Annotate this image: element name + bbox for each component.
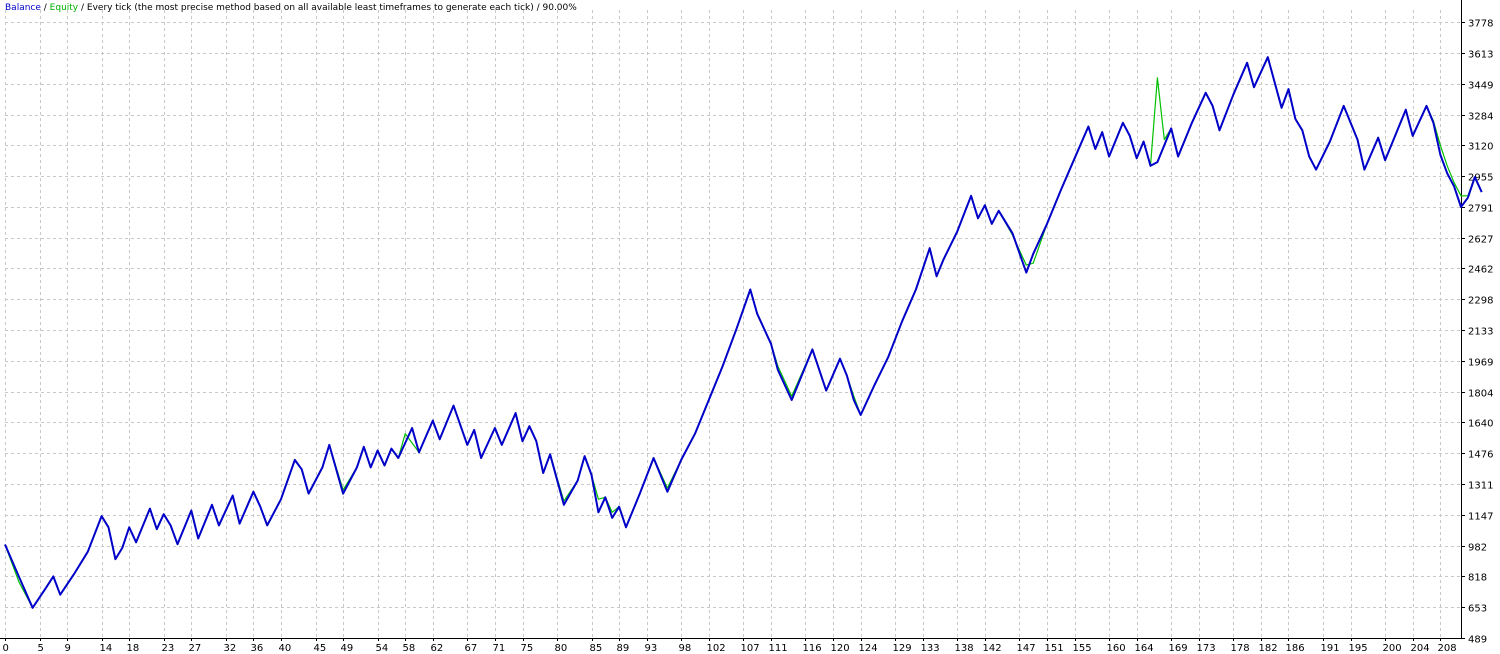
x-tick-label: 9: [65, 643, 71, 654]
x-tick-label: 75: [521, 643, 534, 654]
x-tick-label: 14: [100, 643, 113, 654]
y-tick-label: 653: [1468, 604, 1487, 615]
y-tick-label: 2955: [1468, 173, 1493, 184]
x-tick-label: 89: [617, 643, 630, 654]
y-tick-label: 3613: [1468, 50, 1493, 61]
y-tick-label: 2791: [1468, 204, 1493, 215]
y-tick-label: 1640: [1468, 419, 1493, 430]
x-tick-label: 49: [341, 643, 354, 654]
y-tick-label: 2462: [1468, 265, 1493, 276]
x-tick-label: 45: [314, 643, 327, 654]
y-tick-label: 1311: [1468, 481, 1493, 492]
x-tick-label: 98: [679, 643, 692, 654]
y-tick-label: 1969: [1468, 358, 1493, 369]
x-tick-label: 62: [431, 643, 444, 654]
equity-legend-label: Equity: [49, 3, 79, 13]
x-tick-label: 36: [251, 643, 264, 654]
y-tick-label: 489: [1468, 635, 1487, 646]
x-tick-label: 116: [803, 643, 822, 654]
y-tick-label: 3284: [1468, 112, 1493, 123]
y-tick-label: 818: [1468, 573, 1487, 584]
x-tick-label: 58: [403, 643, 416, 654]
y-tick-label: 2298: [1468, 296, 1493, 307]
x-tick-label: 0: [3, 643, 9, 654]
x-tick-label: 111: [769, 643, 788, 654]
x-tick-label: 186: [1286, 643, 1305, 654]
balance-legend-label: Balance: [5, 3, 41, 13]
x-tick-label: 124: [859, 643, 878, 654]
x-tick-label: 129: [893, 643, 912, 654]
x-tick-label: 155: [1073, 643, 1092, 654]
equity-line: [4, 56, 1483, 609]
x-tick-label: 169: [1169, 643, 1188, 654]
x-tick-label: 147: [1017, 643, 1036, 654]
y-tick-label: 3778: [1468, 19, 1493, 30]
x-tick-label: 93: [645, 643, 658, 654]
legend-separator: /: [40, 3, 50, 13]
x-tick-label: 18: [127, 643, 140, 654]
x-tick-label: 178: [1231, 643, 1250, 654]
x-tick-label: 80: [555, 643, 568, 654]
y-tick-label: 1147: [1468, 512, 1493, 523]
chart-frame: [0, 0, 1465, 641]
x-tick-label: 138: [955, 643, 974, 654]
x-tick-label: 173: [1197, 643, 1216, 654]
x-tick-label: 164: [1135, 643, 1154, 654]
x-tick-label: 208: [1438, 643, 1457, 654]
y-tick-label: 2627: [1468, 235, 1493, 246]
x-tick-label: 40: [279, 643, 292, 654]
series-layer: [4, 56, 1483, 609]
x-tick-label: 133: [921, 643, 940, 654]
y-tick-label: 1476: [1468, 450, 1493, 461]
x-tick-label: 27: [189, 643, 202, 654]
x-axis-labels: 0 5 9 14 18 23 27 32 36 40 45 49 54 58 62 67 71 75 80 85 89 9…: [3, 643, 1457, 654]
y-tick-label: 3449: [1468, 81, 1493, 92]
y-axis-labels: 489 653 818 982 1147 1311 1476 1640 1804 1969 2133…: [1468, 19, 1493, 646]
x-tick-label: 142: [983, 643, 1002, 654]
x-tick-label: 67: [465, 643, 478, 654]
x-tick-label: 195: [1349, 643, 1368, 654]
x-tick-label: 102: [707, 643, 726, 654]
x-tick-label: 191: [1321, 643, 1340, 654]
test-mode-description: / Every tick (the most precise method ba…: [78, 3, 577, 13]
x-tick-label: 23: [162, 643, 175, 654]
x-tick-label: 160: [1107, 643, 1126, 654]
chart-header: Balance / Equity / Every tick (the most …: [5, 3, 577, 14]
x-tick-label: 151: [1045, 643, 1064, 654]
balance-line: [4, 56, 1483, 609]
y-tick-label: 2133: [1468, 327, 1493, 338]
x-tick-label: 182: [1259, 643, 1278, 654]
x-tick-label: 5: [38, 643, 44, 654]
x-tick-label: 204: [1411, 643, 1430, 654]
x-tick-label: 54: [376, 643, 389, 654]
x-tick-label: 32: [224, 643, 237, 654]
y-tick-label: 1804: [1468, 389, 1493, 400]
chart-grid: [5, 10, 1461, 639]
x-tick-label: 120: [831, 643, 850, 654]
x-tick-label: 85: [590, 643, 603, 654]
x-tick-label: 200: [1383, 643, 1402, 654]
y-tick-label: 982: [1468, 543, 1487, 554]
y-tick-label: 3120: [1468, 142, 1493, 153]
x-tick-label: 71: [493, 643, 506, 654]
x-tick-label: 107: [741, 643, 760, 654]
